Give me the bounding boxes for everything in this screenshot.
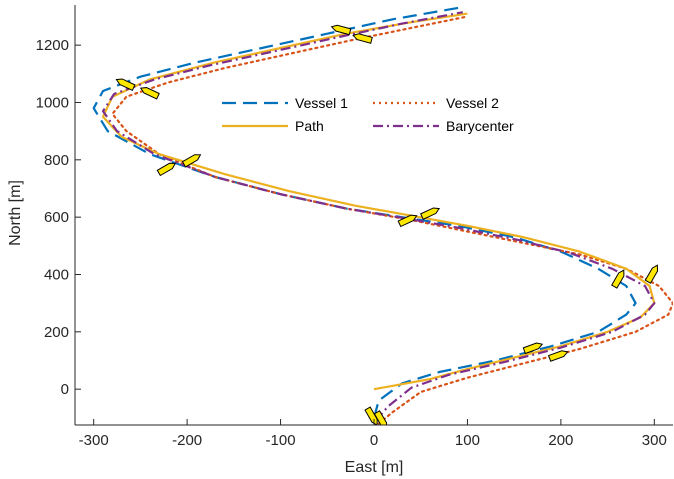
legend-label: Vessel 2 [446, 95, 499, 111]
vessel-glyph [644, 264, 659, 284]
vessel-glyph [611, 269, 625, 289]
y-tick-label: 600 [44, 209, 69, 226]
y-axis-title: North [m] [7, 180, 24, 246]
x-tick-label: -200 [172, 432, 202, 449]
x-tick-label: 100 [455, 432, 480, 449]
legend-label: Barycenter [446, 118, 514, 134]
series-line-barycenter [101, 11, 656, 422]
series-line-vessel-2 [111, 15, 673, 425]
y-tick-label: 1000 [36, 94, 69, 111]
vessel-glyph [397, 214, 418, 228]
vessel-glyph [352, 33, 373, 44]
x-tick-label: 200 [548, 432, 573, 449]
vessel-glyph [330, 24, 352, 36]
vessel-glyph [373, 410, 388, 425]
x-tick-label: -100 [266, 432, 296, 449]
x-axis-title: East [m] [345, 459, 404, 476]
legend: Vessel 1 Vessel 2 Path Barycenter [222, 95, 514, 134]
y-tick-label: 200 [44, 324, 69, 341]
vessel-glyph [181, 154, 202, 168]
vessel-markers [115, 24, 659, 425]
x-tick-label: -300 [79, 432, 109, 449]
x-tick-label: 0 [370, 432, 378, 449]
vessel-glyph [420, 207, 441, 220]
legend-label: Path [295, 118, 324, 134]
legend-label: Vessel 1 [295, 95, 348, 111]
vessel-glyph [156, 162, 177, 177]
vessel-glyph [547, 350, 569, 362]
y-tick-label: 800 [44, 152, 69, 169]
vessel-glyph [522, 342, 544, 355]
vessel-glyph [115, 78, 136, 91]
x-tick-label: 300 [642, 432, 667, 449]
series-line-vessel-1 [92, 6, 637, 419]
series-layer [92, 6, 673, 425]
y-tick-label: 1200 [36, 37, 69, 54]
series-line-path [101, 12, 656, 391]
axes: -300 -200 -100 0 100 200 300 0 200 400 600 800 1000 1… [36, 5, 673, 449]
vessel-glyph [139, 87, 160, 100]
y-tick-label: 0 [61, 381, 69, 398]
y-tick-label: 400 [44, 266, 69, 283]
